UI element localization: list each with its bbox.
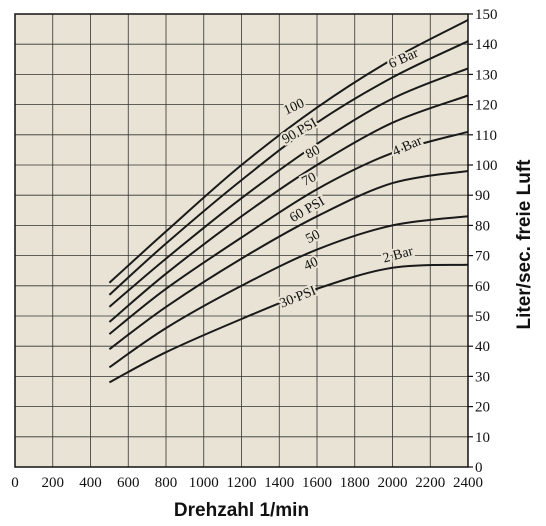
curve-60-psi: [108, 215, 469, 369]
x-tick-label: 2200: [415, 475, 445, 491]
x-tick-label: 400: [79, 475, 102, 491]
y-tick-label: 80: [475, 218, 490, 234]
x-axis-title: Drehzahl 1/min: [174, 500, 309, 521]
y-tick-label: 40: [475, 339, 490, 355]
x-tick-label: 1800: [340, 475, 370, 491]
y-tick-label: 100: [475, 158, 498, 174]
curve-70: [108, 130, 469, 335]
y-tick-label: 120: [475, 98, 498, 114]
x-tick-label: 0: [11, 475, 19, 491]
x-tick-label: 1600: [302, 475, 332, 491]
y-tick-label: 150: [475, 7, 498, 23]
y-tick-label: 90: [475, 188, 490, 204]
x-tick-label: 1200: [227, 475, 257, 491]
x-tick-label: 1400: [264, 475, 294, 491]
curve-50: [108, 263, 469, 384]
curves: [108, 19, 469, 384]
x-tick-label: 2000: [378, 475, 408, 491]
curve-90-psi: [108, 40, 469, 296]
x-tick-label: 800: [155, 475, 178, 491]
y-tick-label: 130: [475, 67, 498, 83]
x-tick-label: 600: [117, 475, 140, 491]
y-ticks: 0 10 20 30 40 50 60 70 80 90 100 110 120 130 140 150: [468, 7, 498, 476]
curve-100: [108, 19, 469, 284]
curve-80: [108, 94, 469, 323]
y-tick-label: 10: [475, 430, 490, 446]
x-tick-label: 200: [42, 475, 65, 491]
y-tick-label: 110: [475, 128, 497, 144]
curve-4-bar: [108, 170, 469, 351]
y-tick-label: 60: [475, 279, 490, 295]
y-tick-label: 0: [475, 460, 483, 476]
y-tick-label: 70: [475, 249, 490, 265]
curve-6-bar: [108, 67, 469, 308]
grid: [14, 13, 469, 468]
y-axis-title: Liter/sec. freie Luft: [514, 159, 535, 330]
y-tick-label: 20: [475, 400, 490, 416]
y-tick-label: 30: [475, 369, 490, 385]
plot-frame: [14, 13, 469, 468]
x-tick-label: 1000: [189, 475, 219, 491]
x-tick-label: 2400: [453, 475, 483, 491]
y-tick-label: 50: [475, 309, 490, 325]
y-tick-label: 140: [475, 37, 498, 53]
x-ticks: 0 200 400 600 800 1000 1200 1400 1600 1800 2000 220…: [11, 475, 483, 491]
